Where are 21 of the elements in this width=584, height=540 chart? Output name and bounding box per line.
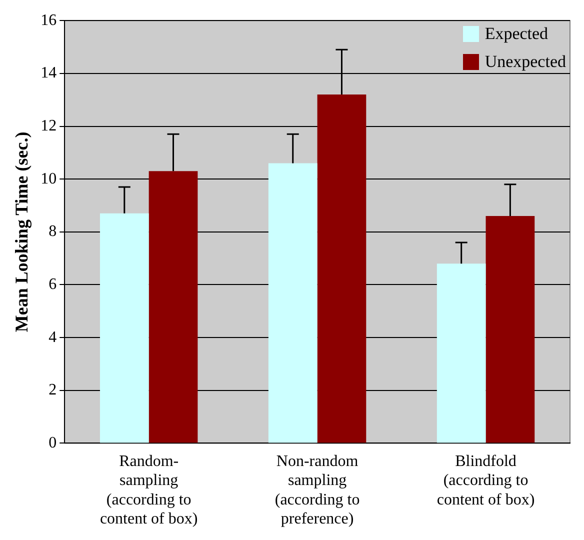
y-tick-label: 8 [48,223,57,240]
bar [486,216,535,443]
bar [100,213,149,443]
y-axis-title: Mean Looking Time (sec.) [11,132,32,332]
x-tick-label: Random- sampling (according to content of box) [100,453,198,528]
y-tick-label: 14 [40,64,57,82]
bar [148,171,198,443]
x-tick-label: Blindfold (according to content of box) [436,453,535,508]
bar [436,264,486,443]
bar [317,94,366,443]
x-tick-label: Non-random sampling (according to preference) [274,453,360,528]
bar [268,163,318,443]
y-tick-label: 4 [48,328,57,346]
y-tick-label: 6 [48,276,57,293]
legend-label: Expected [484,23,548,45]
y-tick-label: 12 [40,117,57,134]
legend-label: Unexpected [484,51,566,73]
y-tick-label: 10 [40,170,57,188]
y-tick-label: 0 [48,434,57,452]
y-tick-label: 2 [48,382,57,399]
y-tick-label: 16 [40,12,57,29]
